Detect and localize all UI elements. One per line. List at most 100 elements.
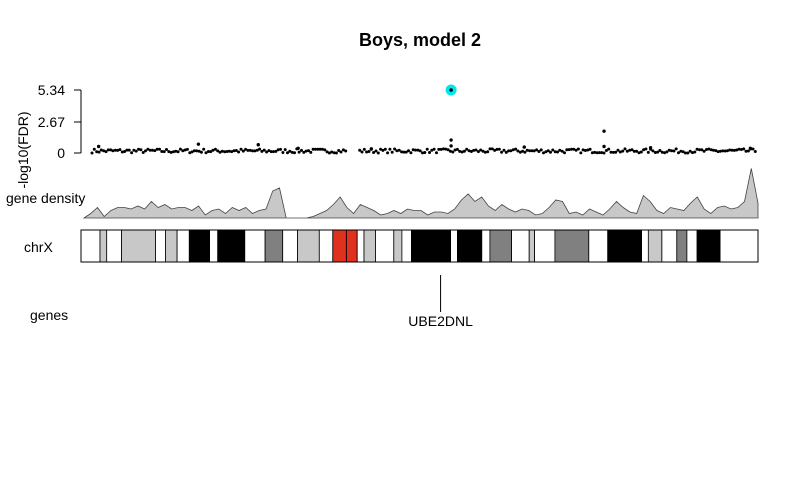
data-point-272 [735, 148, 739, 152]
data-points [90, 84, 757, 155]
data-point-239 [658, 149, 662, 152]
data-point-148 [446, 148, 450, 152]
data-point-151 [453, 148, 457, 152]
data-point-149 [448, 149, 452, 153]
data-point-32 [165, 148, 168, 151]
data-point-276 [744, 149, 748, 153]
data-point-130 [404, 150, 408, 154]
data-point-16 [127, 148, 131, 152]
data-point-116 [372, 151, 376, 154]
data-point-214 [600, 151, 604, 155]
data-point-183 [528, 149, 532, 153]
data-point-150 [451, 150, 455, 154]
data-point-170 [497, 147, 501, 151]
data-point-119 [379, 147, 383, 151]
data-point-232 [642, 148, 646, 152]
data-point-90 [300, 148, 303, 152]
data-point-9 [111, 149, 115, 153]
gene-label-0: UBE2DNL [408, 313, 473, 329]
ideogram-band-15 [332, 229, 347, 263]
ideogram-band-22 [410, 229, 452, 263]
data-point-131 [407, 149, 410, 153]
data-point-198 [563, 151, 566, 155]
data-point-178 [516, 149, 520, 153]
data-point-225 [625, 149, 629, 153]
data-point-234 [646, 150, 650, 154]
data-point-154 [460, 150, 464, 154]
data-point-74 [262, 148, 266, 152]
data-point-76 [267, 149, 271, 153]
data-point-237 [653, 151, 657, 154]
data-point-34 [169, 150, 173, 154]
data-point-103 [330, 150, 334, 154]
data-point-213 [597, 151, 601, 155]
data-point-177 [514, 147, 518, 151]
data-point-95 [311, 147, 315, 151]
data-point-96 [313, 147, 317, 151]
data-point-61 [232, 149, 236, 153]
data-point-196 [558, 148, 562, 152]
data-point-162 [479, 148, 483, 152]
data-point-179 [518, 150, 522, 154]
data-point-56 [220, 149, 224, 153]
data-point-159 [472, 148, 476, 152]
data-point-134 [414, 148, 417, 152]
data-point-7 [106, 148, 110, 152]
ideogram-band-10 [244, 229, 266, 263]
ideogram-band-29 [534, 229, 556, 263]
data-point-99 [320, 147, 324, 151]
data-point-140 [428, 151, 431, 154]
data-point-23 [144, 149, 147, 153]
ideogram-band-11 [264, 229, 284, 263]
data-point-121 [383, 147, 387, 151]
data-point-207 [583, 149, 587, 152]
data-point-197 [560, 149, 564, 153]
data-point-222 [618, 150, 622, 154]
data-point-105 [334, 151, 338, 155]
data-point-240 [660, 150, 664, 154]
data-point-81 [279, 147, 282, 151]
ideogram-band-27 [511, 229, 530, 263]
data-point-205 [579, 151, 583, 155]
ideogram-band-31 [588, 229, 609, 263]
data-point-224 [623, 147, 627, 151]
data-point-122 [386, 151, 390, 155]
data-point-203 [574, 148, 578, 152]
data-point-241 [663, 151, 667, 155]
data-point-262 [711, 148, 715, 152]
ideogram-band-4 [155, 229, 167, 263]
data-point-13 [120, 150, 124, 154]
data-point-19 [134, 149, 138, 153]
data-point-204 [576, 147, 580, 151]
data-point-206 [581, 148, 585, 152]
data-point-277 [746, 149, 750, 153]
data-point-40 [183, 148, 187, 152]
ideogram-band-5 [165, 229, 178, 263]
data-point-135 [416, 148, 420, 152]
ideogram-band-6 [176, 229, 190, 263]
ideogram-band-34 [647, 229, 663, 263]
data-point-253 [691, 151, 694, 155]
data-point-139 [425, 147, 429, 151]
ideogram-band-39 [719, 229, 759, 263]
gene-annotations: UBE2DNL [408, 275, 473, 329]
chart-title: Boys, model 2 [359, 30, 481, 50]
data-point-46 [197, 149, 201, 153]
data-point-184 [530, 149, 534, 153]
data-point-279 [751, 147, 755, 151]
ideogram-band-25 [481, 229, 491, 263]
data-point-264 [716, 150, 720, 154]
data-point-174 [507, 149, 511, 153]
ideogram-band-36 [676, 229, 688, 263]
data-point-146 [442, 147, 445, 151]
data-point-153 [458, 149, 462, 153]
data-point-33 [167, 150, 171, 154]
ideogram-band-26 [489, 229, 512, 263]
notable-point-3 [296, 146, 300, 150]
data-point-3 [97, 150, 101, 154]
ideogram-band-30 [554, 229, 590, 263]
data-point-221 [616, 148, 620, 152]
data-point-141 [430, 148, 434, 152]
data-point-101 [325, 150, 329, 154]
